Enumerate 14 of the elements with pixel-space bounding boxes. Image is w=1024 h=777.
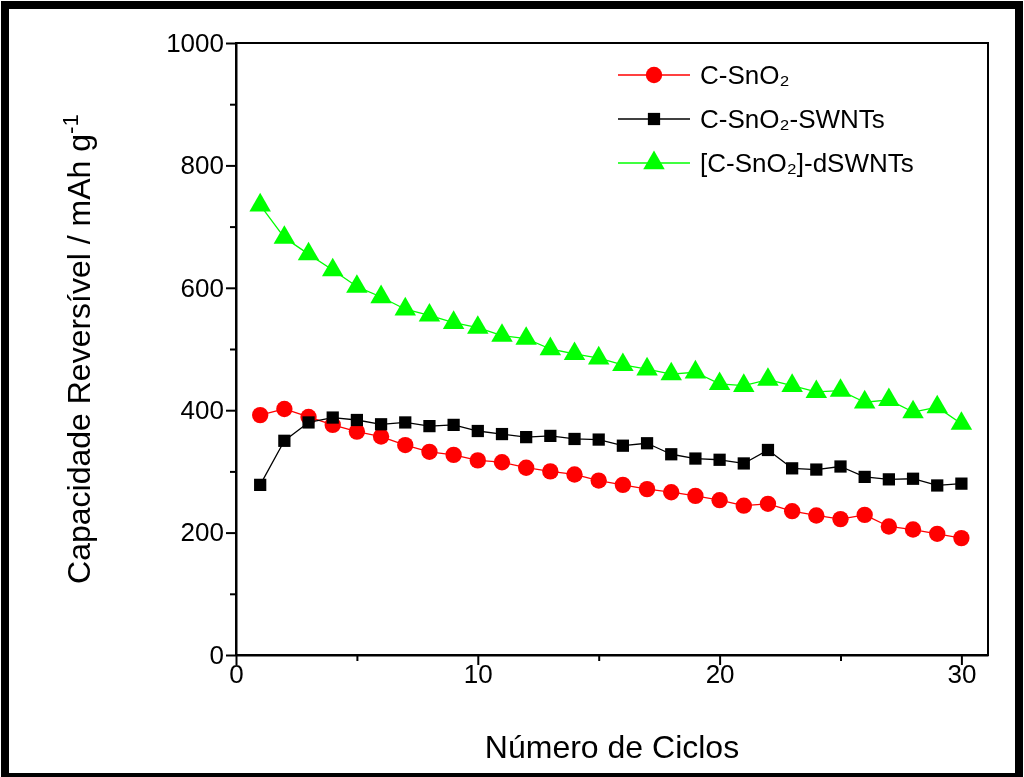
x-tick-label: 10: [463, 659, 493, 690]
x-axis-title: Número de Ciclos: [484, 729, 740, 765]
y-tick-label: 200: [180, 517, 224, 548]
legend-label: [C-SnO₂]-dSWNTs: [700, 148, 914, 178]
legend-label: C-SnO₂: [700, 60, 790, 90]
legend-label: C-SnO₂-SWNTs: [700, 104, 885, 134]
y-tick-label: 400: [180, 395, 224, 426]
x-tick-label: 20: [705, 659, 735, 690]
y-tick-label: 800: [180, 150, 224, 181]
y-tick-label: 0: [209, 639, 224, 670]
y-tick-label: 600: [180, 272, 224, 303]
x-tick-label: 0: [229, 659, 244, 690]
y-tick-label: 1000: [166, 27, 224, 58]
x-tick-label: 30: [947, 659, 977, 690]
